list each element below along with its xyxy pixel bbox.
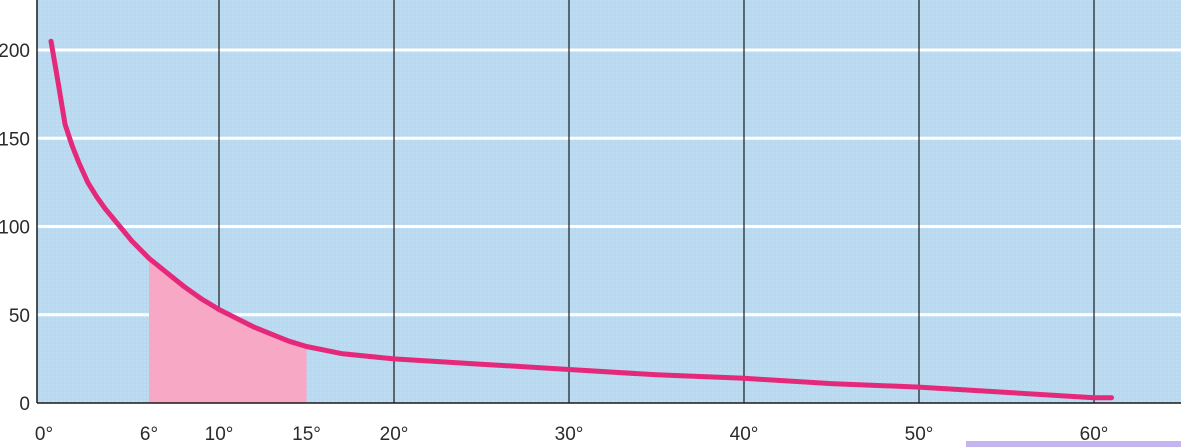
x-tick-label-50: 50° (905, 424, 934, 445)
x-tick-label-40: 40° (730, 424, 759, 445)
tick-labels: 0 50 100 150 200 0° 6° 10° 15° 20° 30° 40° 50° 60° (0, 41, 1181, 447)
x-tick-label-30: 30° (555, 424, 584, 445)
x-tick-label-15: 15° (292, 424, 321, 445)
shaded-region (149, 258, 307, 403)
x-tick-label-0: 0° (35, 424, 53, 445)
x-tick-label-20: 20° (380, 424, 409, 445)
axes (36, 0, 1181, 404)
x-tick-label-6: 6° (140, 424, 158, 445)
y-tick-label-50: 50 (9, 306, 30, 327)
y-tick-label-200: 200 (0, 41, 30, 62)
y-tick-label-100: 100 (0, 218, 30, 239)
series-line (48, 38, 1114, 401)
y-tick-label-0: 0 (19, 394, 30, 415)
y-tick-label-150: 150 (0, 129, 30, 150)
x-tick-label-60: 60° (1080, 424, 1109, 445)
shaded-area (149, 258, 307, 403)
x-tick-label-10: 10° (205, 424, 234, 445)
corner-box (966, 441, 1181, 447)
series (48, 38, 1114, 401)
